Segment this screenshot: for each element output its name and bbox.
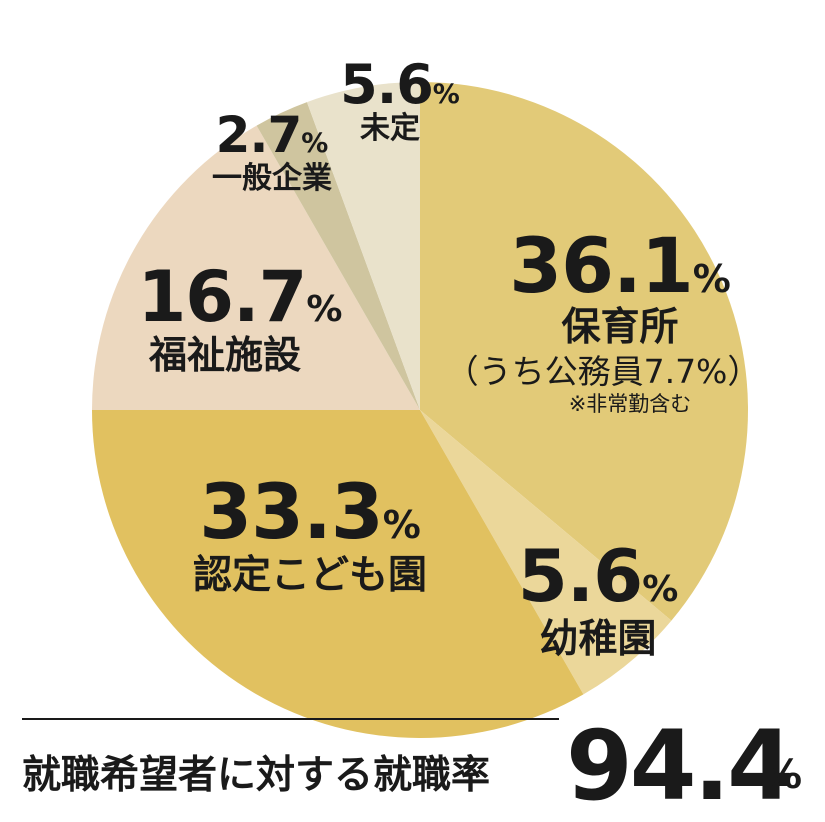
pie-slice-4 [256, 102, 420, 411]
category-mitei: 未定 [360, 111, 420, 146]
pie-slice-2 [92, 410, 584, 738]
value-hoikusho: 36.1 [509, 221, 694, 310]
footer-label: 就職希望者に対する就職率 [22, 753, 491, 798]
pie-slice-5 [306, 82, 420, 410]
label-nintei: 33.3% 認定こども園 [160, 474, 460, 598]
employment-rate-unit: % [762, 752, 803, 798]
value-ippan: 2.7 [215, 106, 303, 164]
category-nintei: 認定こども園 [192, 553, 427, 598]
value-fukushi: 16.7 [137, 256, 308, 338]
pie-slice-3 [92, 125, 420, 411]
value-nintei: 33.3 [199, 467, 384, 556]
category-ippan: 一般企業 [212, 161, 332, 196]
note-hoikusho: ※非常勤含む [568, 392, 692, 416]
category-youchien: 幼稚園 [539, 617, 657, 662]
label-ippan: 2.7% 一般企業 [192, 110, 352, 194]
label-fukushi: 16.7% 福祉施設 [120, 262, 360, 374]
pie-slice-1 [420, 410, 672, 695]
employment-rate-value: 94.4 [566, 710, 794, 822]
value-mitei: 5.6 [340, 53, 434, 116]
label-youchien: 5.6% 幼稚園 [508, 540, 688, 659]
label-hoikusho: 36.1% 保育所 （うち公務員7.7%） ※非常勤含む [446, 228, 770, 416]
label-mitei: 5.6% 未定 [325, 58, 475, 144]
sub-hoikusho: （うち公務員7.7%） [445, 352, 761, 391]
category-fukushi: 福祉施設 [148, 333, 301, 377]
category-hoikusho: 保育所 [561, 305, 679, 350]
footer-divider [22, 718, 559, 720]
value-youchien: 5.6 [517, 534, 644, 618]
pie-slice-0 [420, 82, 749, 621]
